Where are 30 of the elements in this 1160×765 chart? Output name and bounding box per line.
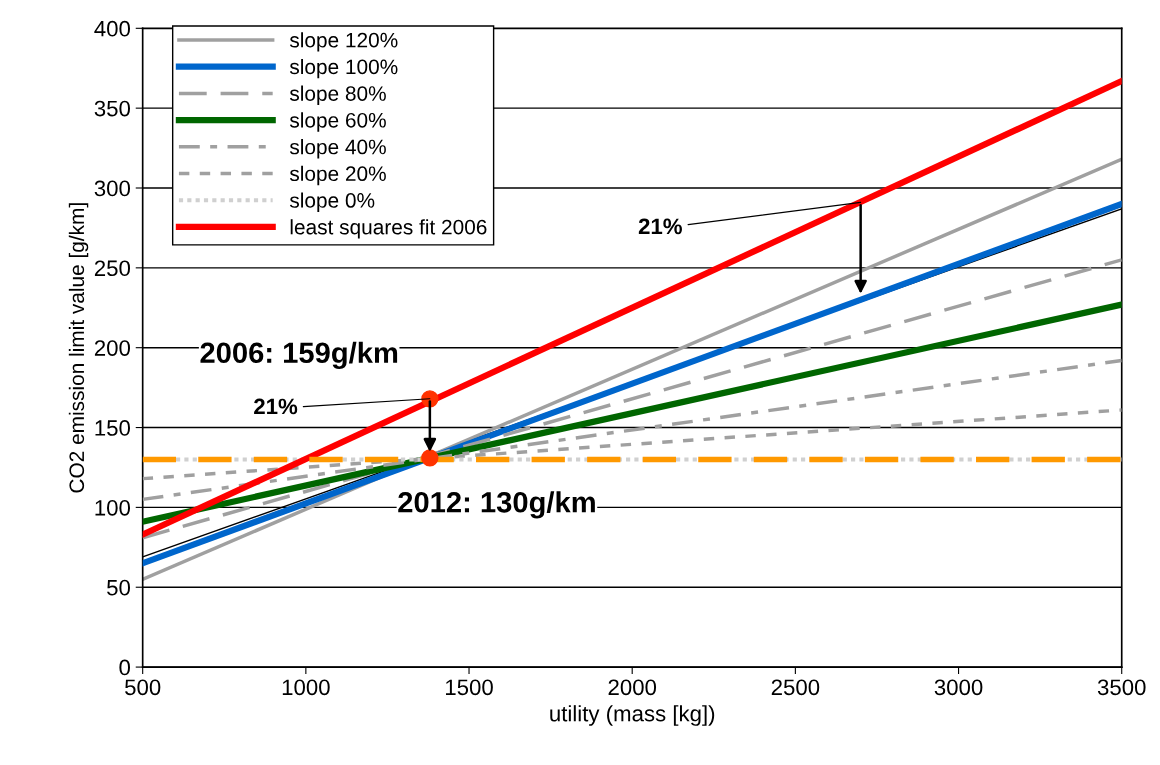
x-axis-title: utility (mass [kg]) (550, 705, 715, 726)
legend-label: slope 120% (289, 32, 398, 52)
legend-label: slope 40% (289, 139, 386, 159)
y-tick-label: 300 (94, 180, 131, 197)
x-tick-label: 1000 (282, 679, 330, 696)
x-tick-label: 2000 (608, 679, 657, 696)
annotation: 21% (638, 218, 682, 235)
legend-label: slope 80% (289, 85, 386, 106)
legend-label: slope 60% (289, 112, 386, 132)
y-axis-title: CO2 emission limit value [g/km] (68, 203, 89, 493)
annotation: 2006: 159g/km (200, 341, 398, 370)
legend-label: slope 100% (289, 58, 398, 79)
annotation: 2012: 130g/km (398, 491, 595, 519)
y-tick-label: 400 (94, 20, 131, 37)
legend-label: slope 20% (289, 165, 386, 186)
x-tick-label: 1500 (446, 679, 493, 696)
x-tick-label: 2500 (771, 679, 820, 696)
y-tick-label: 0 (119, 659, 131, 676)
annotation: 21% (254, 398, 298, 415)
y-tick-label: 350 (94, 100, 131, 117)
legend-label: slope 0% (289, 192, 375, 212)
y-tick-label: 100 (95, 499, 131, 516)
y-tick-label: 250 (94, 260, 131, 277)
legend-label: least squares fit 2006 (290, 219, 487, 239)
x-tick-label: 3500 (1097, 679, 1146, 696)
x-tick-label: 3000 (934, 679, 983, 696)
x-tick-label: 500 (125, 679, 161, 696)
y-tick-label: 200 (94, 340, 131, 356)
y-tick-label: 50 (107, 579, 131, 596)
y-tick-label: 150 (95, 420, 131, 436)
